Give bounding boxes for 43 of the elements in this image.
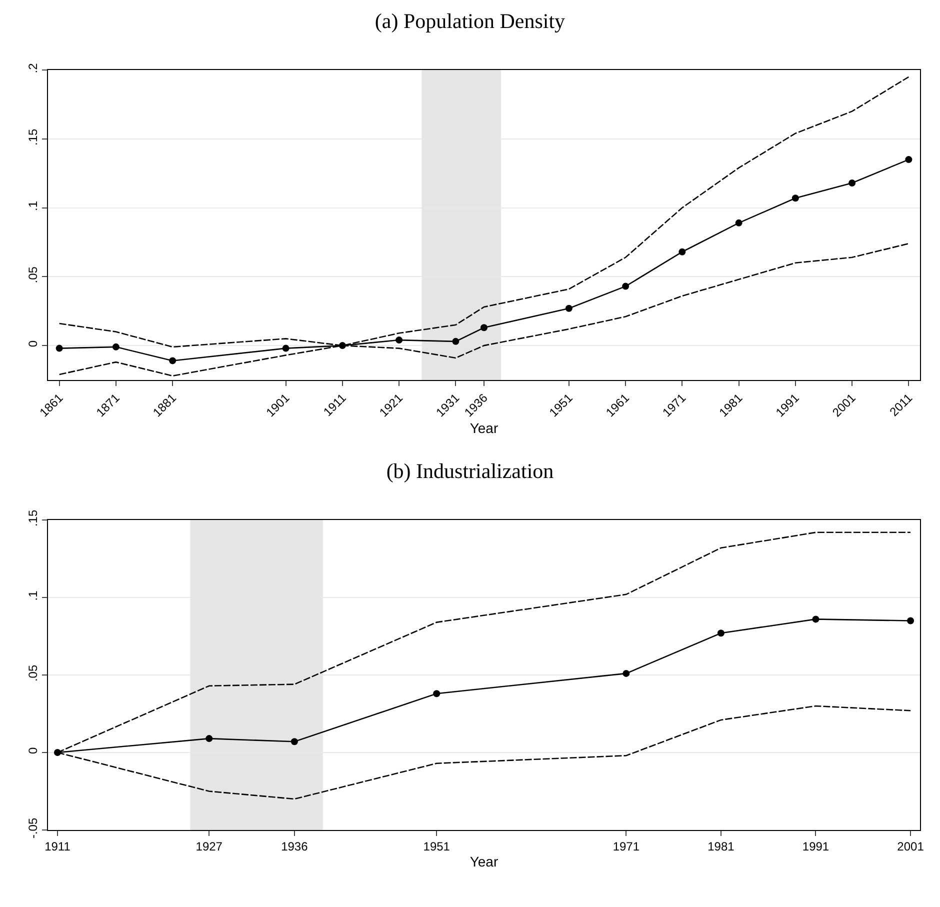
y-tick-label: .15 [26,128,40,146]
point [678,248,686,256]
x-tick-label: 1936 [281,839,308,854]
point [848,179,856,186]
y-tick-label: .05 [26,664,40,682]
x-tick-label: 1927 [196,839,223,854]
chart-title: (a) Population Density [374,9,566,34]
y-tick-label: .1 [26,200,40,211]
point [717,630,724,637]
point [622,282,630,290]
x-axis-title: Year [470,854,498,870]
x-tick-label: 1971 [612,839,640,854]
point [169,357,176,364]
x-tick-label: 1911 [44,839,71,854]
point [433,690,440,698]
point [480,324,488,332]
x-axis-title: Year [470,420,498,436]
y-tick-label: .15 [26,510,40,527]
y-tick-label: .1 [26,590,40,601]
point [452,338,460,345]
y-tick-label: 0 [26,747,40,754]
point [812,616,820,623]
point [905,156,912,164]
y-tick-label: 0 [26,340,40,348]
point [290,738,298,746]
x-tick-label: 1981 [708,839,735,854]
x-tick-label: 1951 [423,839,450,854]
point [112,343,120,350]
x-tick-label: 2001 [897,839,924,854]
point [56,344,63,352]
x-tick-label: 1991 [802,839,830,854]
y-tick-label: .2 [26,62,40,74]
y-tick-label: -.05 [26,818,40,839]
point [622,670,630,677]
point [565,304,572,312]
point [206,735,213,742]
y-tick-label: .05 [26,266,40,284]
point [792,194,799,202]
point [907,617,914,624]
point [396,336,403,344]
chart-title: (b) Industrialization [386,459,554,484]
point [282,344,290,352]
point [735,219,742,226]
